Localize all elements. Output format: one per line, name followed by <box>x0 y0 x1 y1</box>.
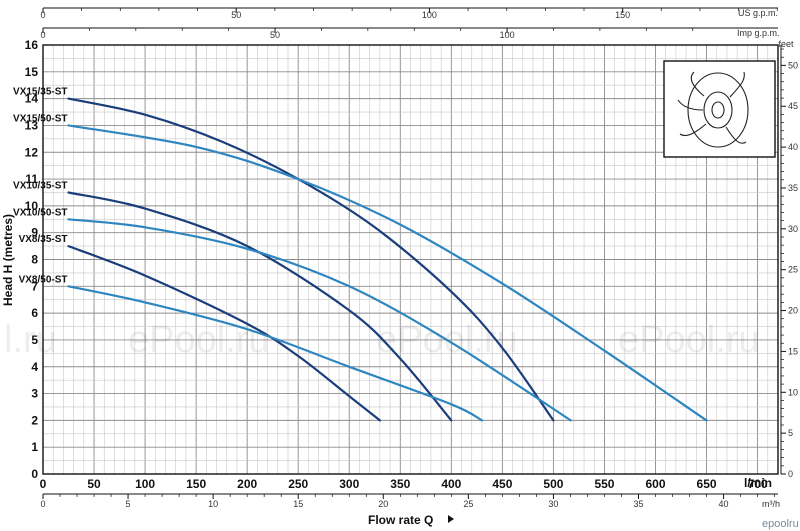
top1-tick-label: 150 <box>615 10 630 20</box>
x-tick-label: 450 <box>492 477 512 491</box>
watermark-text: ePool.ru <box>128 319 270 361</box>
x-tick-label: 0 <box>40 477 47 491</box>
right-tick-label: 35 <box>788 183 798 193</box>
y-tick-label: 12 <box>25 145 39 159</box>
x-tick-label: 600 <box>645 477 665 491</box>
series-label-vx15-35-st: VX15/35-ST <box>13 87 67 98</box>
watermark-text: l.ru <box>4 319 57 361</box>
right-tick-label: 5 <box>788 428 793 438</box>
series-curve-vx15-35-st <box>67 97 555 422</box>
right-tick-label: 0 <box>788 469 793 479</box>
series-label-vx10-35-st: VX10/35-ST <box>13 180 67 191</box>
y-tick-label: 5 <box>31 333 38 347</box>
x-tick-label: 50 <box>87 477 101 491</box>
x2-tick-label: 20 <box>378 499 388 509</box>
tick-labels: 0123456789101112131415160510152025303540… <box>25 8 798 509</box>
y-tick-label: 8 <box>31 253 38 267</box>
y-tick-label: 9 <box>31 226 38 240</box>
y-tick-label: 0 <box>31 467 38 481</box>
x-axis-title: Flow rate Q <box>368 513 433 527</box>
x2-tick-label: 30 <box>548 499 558 509</box>
series-curve-vx8-35-st <box>67 245 381 422</box>
y-tick-label: 10 <box>25 199 39 213</box>
x-tick-label: 250 <box>288 477 308 491</box>
x2-tick-label: 5 <box>126 499 131 509</box>
x2-tick-label: 15 <box>293 499 303 509</box>
y-tick-label: 1 <box>31 440 38 454</box>
series-curve-vx10-35-st <box>67 191 453 422</box>
y-tick-label: 15 <box>25 65 39 79</box>
y-tick-label: 7 <box>31 279 38 293</box>
x2-unit-label: m³/h <box>762 499 780 509</box>
watermark: l.ru ePool.ru ePool.ru ePool.ru <box>4 319 760 361</box>
impeller-inset <box>663 60 776 158</box>
y-tick-label: 14 <box>25 92 39 106</box>
x-axis-title-arrow-icon <box>448 515 454 523</box>
x2-tick-label: 0 <box>40 499 45 509</box>
plot-frame <box>42 44 779 475</box>
right-tick-label: 25 <box>788 265 798 275</box>
right-tick-label: 15 <box>788 346 798 356</box>
series-label-vx10-50-st: VX10/50-ST <box>13 207 67 218</box>
x2-tick-label: 10 <box>208 499 218 509</box>
top1-tick-label: 0 <box>40 10 45 20</box>
series-curves: VX15/35-ST VX15/50-ST VX10/35-ST VX10/50-ST… <box>13 87 708 422</box>
x-tick-label: 500 <box>543 477 563 491</box>
x2-tick-label: 25 <box>463 499 473 509</box>
y-tick-label: 6 <box>31 306 38 320</box>
x2-tick-label: 40 <box>719 499 729 509</box>
x-tick-label: 100 <box>135 477 155 491</box>
y-tick-label: 2 <box>31 413 38 427</box>
x-tick-label: 200 <box>237 477 257 491</box>
top1-tick-label: 100 <box>422 10 437 20</box>
right-tick-label: 30 <box>788 224 798 234</box>
right-tick-label: 50 <box>788 60 798 70</box>
x-tick-label: 550 <box>594 477 614 491</box>
x-tick-label: 700 <box>748 477 768 491</box>
y-axis-title: Head H (metres) <box>1 214 15 306</box>
x-tick-label: 350 <box>390 477 410 491</box>
x-tick-label: 300 <box>339 477 359 491</box>
right-unit-label: feet <box>778 39 794 49</box>
series-curve-vx15-50-st <box>67 124 708 422</box>
top1-tick-label: 50 <box>231 10 241 20</box>
right-tick-label: 40 <box>788 142 798 152</box>
series-label-vx15-50-st: VX15/50-ST <box>13 113 67 124</box>
right-tick-label: 20 <box>788 306 798 316</box>
series-label-vx8-50-st: VX8/50-ST <box>19 274 68 285</box>
top2-tick-label: 50 <box>270 30 280 40</box>
impeller-frame <box>663 60 776 158</box>
series-label-vx8-35-st: VX8/35-ST <box>19 234 68 245</box>
grid <box>42 44 779 475</box>
y-tick-label: 13 <box>25 118 39 132</box>
top1-unit-label: US g.p.m. <box>738 8 778 18</box>
impeller-icon <box>677 71 749 148</box>
axes <box>42 7 782 495</box>
series-curve-vx10-50-st <box>67 218 572 422</box>
right-tick-label: 45 <box>788 101 798 111</box>
x-tick-label: 400 <box>441 477 461 491</box>
watermark-text: ePool.ru <box>618 319 760 361</box>
site-logo: epoolru <box>762 518 799 530</box>
top2-tick-label: 100 <box>500 30 515 40</box>
y-tick-label: 3 <box>31 387 38 401</box>
y-tick-label: 11 <box>25 172 38 186</box>
y-tick-label: 16 <box>25 38 39 52</box>
y-tick-label: 4 <box>31 360 38 374</box>
x-unit-label: l/min <box>744 476 772 490</box>
series-curve-vx8-50-st <box>67 285 484 422</box>
x2-tick-label: 35 <box>633 499 643 509</box>
top2-tick-label: 0 <box>40 30 45 40</box>
right-tick-label: 10 <box>788 387 798 397</box>
x-tick-label: 650 <box>697 477 717 491</box>
x-tick-label: 150 <box>186 477 206 491</box>
top2-unit-label: Imp g.p.m. <box>737 28 780 38</box>
